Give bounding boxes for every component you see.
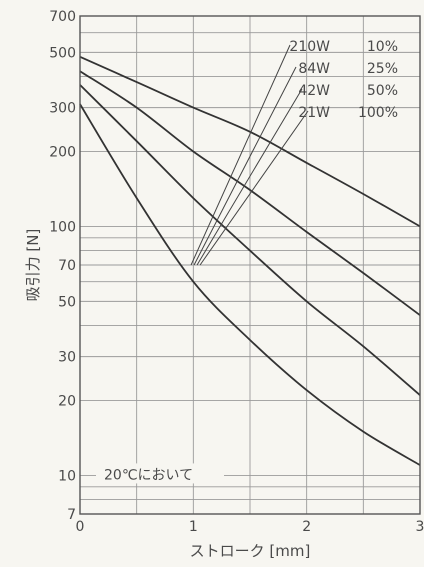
legend-label: 25% [367,61,398,77]
legend-leader-line [196,88,303,266]
y-tick-label: 500 [49,45,76,61]
annotation-background [96,463,224,484]
legend-label: 42W [298,83,330,99]
plot-frame [79,15,421,515]
y-tick-label: 30 [58,350,76,366]
y-tick-label: 50 [58,294,76,310]
legend: 210W 10% 84W 25% 42W 50% 21W 100% [190,39,398,266]
legend-label: 10% [367,39,398,55]
legend-label: 50% [367,83,398,99]
legend-label: 21W [298,105,330,121]
temperature-note: 20℃において [104,467,193,483]
y-tick-label: 7 [67,507,76,523]
series-line-2 [79,70,421,316]
y-axis-label: 吸引力 [N] [24,229,42,302]
annotation: 20℃において [96,463,224,484]
series-layer [79,55,421,466]
legend-label: 210W [289,39,330,55]
legend-label: 100% [358,105,398,121]
y-tick-label: 200 [49,144,76,160]
legend-leader-line [199,110,309,266]
tick-labels: 0 1 2 3 7 10 20 30 50 70 100 200 300 500 700 [49,9,424,535]
x-tick-label: 2 [302,519,311,535]
x-tick-label: 0 [76,519,85,535]
legend-leader-line [190,44,291,266]
x-tick-label: 3 [416,519,424,535]
series-line-3 [79,84,421,396]
x-tick-label: 1 [189,519,198,535]
legend-label: 84W [298,61,330,77]
y-tick-label: 100 [49,219,76,235]
y-tick-label: 300 [49,101,76,117]
series-line-1 [79,55,421,228]
legend-leader-line [193,66,297,266]
y-tick-label: 20 [58,393,76,409]
y-tick-label: 70 [58,258,76,274]
y-tick-label: 10 [58,468,76,484]
y-tick-label: 700 [49,9,76,25]
series-line-4 [79,103,421,466]
x-axis-label: ストローク [mm] [190,542,311,560]
